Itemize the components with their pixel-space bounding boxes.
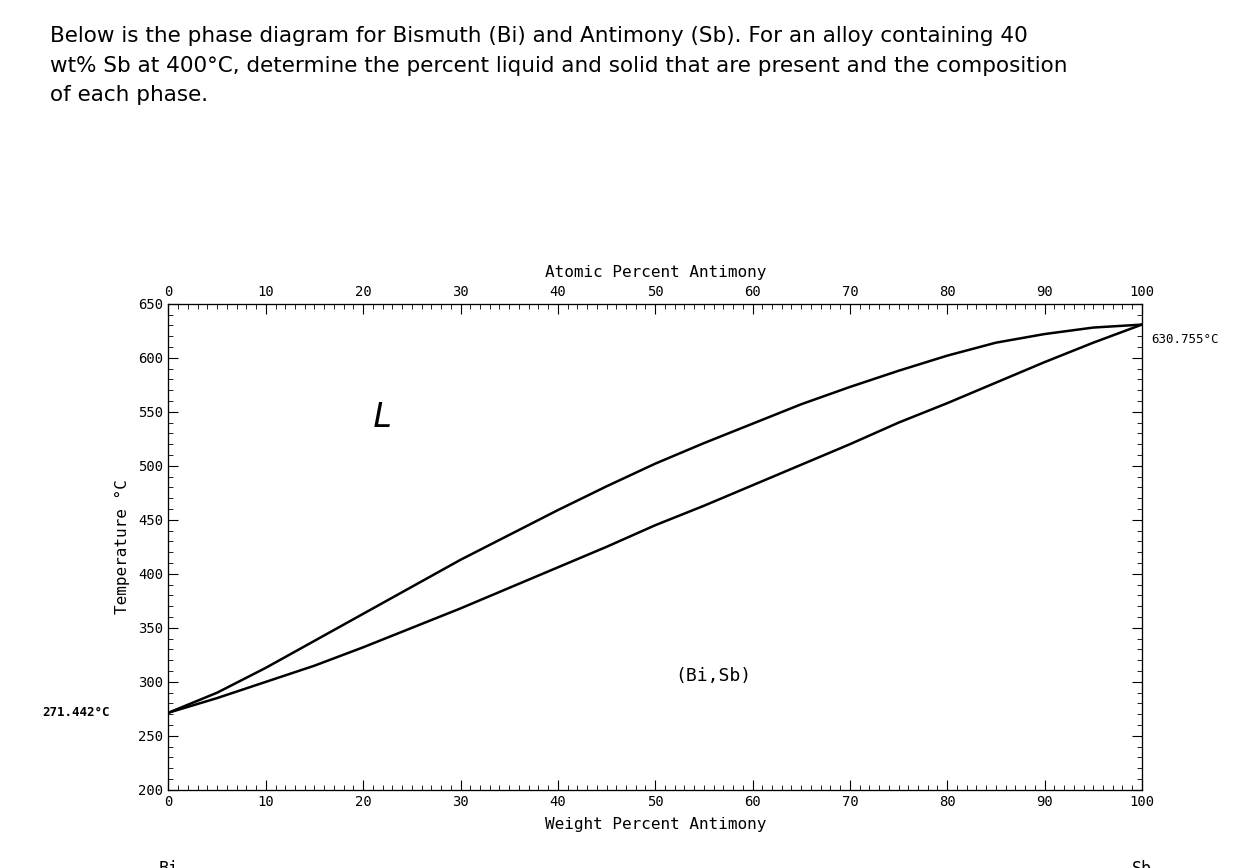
- Text: Bi: Bi: [158, 860, 178, 868]
- Y-axis label: Temperature °C: Temperature °C: [115, 479, 130, 615]
- Text: (Bi,Sb): (Bi,Sb): [675, 667, 751, 686]
- X-axis label: Atomic Percent Antimony: Atomic Percent Antimony: [544, 265, 766, 279]
- X-axis label: Weight Percent Antimony: Weight Percent Antimony: [544, 817, 766, 832]
- Text: Below is the phase diagram for Bismuth (Bi) and Antimony (Sb). For an alloy cont: Below is the phase diagram for Bismuth (…: [50, 26, 1067, 105]
- Text: L: L: [373, 401, 393, 434]
- Text: 271.442°C: 271.442°C: [42, 707, 110, 720]
- Text: Sb: Sb: [1132, 860, 1152, 868]
- Text: 630.755°C: 630.755°C: [1152, 333, 1219, 346]
